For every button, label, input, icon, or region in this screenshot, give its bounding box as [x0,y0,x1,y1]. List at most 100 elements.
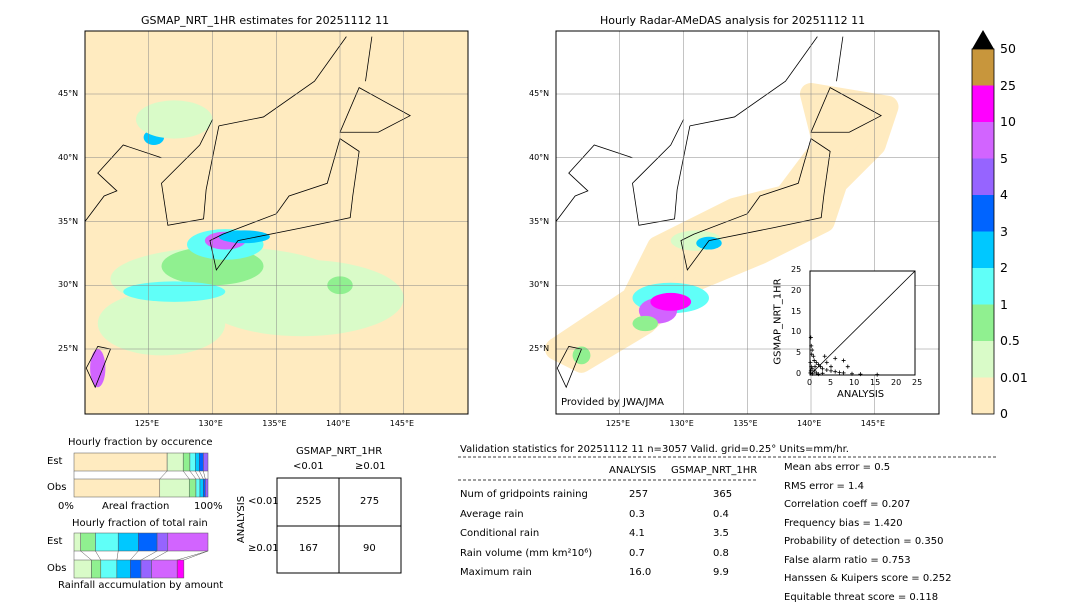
scatter-point [813,364,818,369]
fraction-segment [138,532,158,552]
fraction-connector [116,550,119,561]
scatter-point [814,360,819,365]
scatter-point [820,366,825,371]
lat-tick-label: 25°N [529,344,550,353]
left-map-title: GSMAP_NRT_1HR estimates for 20251112 11 [141,14,390,27]
fraction-connector [177,550,209,561]
fraction-connector [203,470,206,480]
colorbar-segment [972,122,994,159]
bar-xlabel: Rainfall accumulation by amount [58,580,224,591]
table-row-label: ANALYSIS [236,495,248,544]
colorbar-label: 25 [1000,77,1016,93]
fraction-connector [183,550,209,561]
scatter-y-tick: 20 [791,285,802,295]
fraction-connector [95,550,102,561]
stats-header: Validation statistics for 20251112 11 n=… [460,444,849,455]
stats-row-label: Num of gridpoints raining [460,489,588,500]
scatter-point [811,354,816,359]
lon-tick-label: 135°E [733,419,758,428]
colorbar-label: 0 [1000,406,1008,421]
table-cell: 167 [299,543,319,554]
colorbar-label: 1 [1000,296,1008,312]
scatter-point [812,358,817,363]
scatter-point [875,372,880,377]
fraction-segment [140,559,152,579]
scatter-point [850,371,854,376]
fraction-segment [199,478,204,498]
colorbar-label: 10 [1000,114,1016,129]
left-map-frame [84,30,469,415]
fraction-segment [156,532,169,552]
coastline [84,36,411,389]
score-line: Correlation coeff = 0.207 [784,499,911,510]
fraction-segment [195,478,201,498]
score-line: False alarm ratio = 0.753 [784,554,911,566]
scatter-y-tick: 0 [796,369,802,378]
lat-tick-label: 35°N [58,216,79,226]
scatter-point [808,370,813,375]
score-line: Frequency bias = 1.420 [784,517,903,529]
table-col-header: <0.01 [293,461,324,472]
scatter-point [808,368,813,373]
fraction-segment [73,559,92,579]
scatter-point [812,368,817,373]
stats-analysis-value: 0.7 [629,547,645,559]
scatter-point [808,335,813,340]
lat-tick-label: 45°N [529,89,550,98]
scatter-point [820,371,825,376]
colorbar-segment [972,377,994,414]
bar-row-label: Obs [47,482,67,493]
scatter-point [824,368,829,373]
stats-col-header: ANALYSIS [609,465,657,476]
fraction-segment [182,452,191,472]
fraction-connector [151,550,168,561]
colorbar-label: 2 [1000,260,1008,275]
fraction-segment [117,532,139,552]
fraction-connector [140,550,158,561]
scatter-point [810,371,815,376]
scatter-point [822,354,827,359]
colorbar-label: 4 [1000,187,1008,202]
scatter-x-tick: 10 [849,378,860,387]
scatter-point [829,364,833,369]
fraction-connector [130,550,139,561]
coastline [555,36,882,389]
rain-area [123,281,226,302]
stats-gsmap-value: 3.5 [713,528,729,539]
scatter-point [837,370,842,375]
table-cell: 2525 [296,496,322,507]
scatter-point [808,360,813,365]
colorbar-segment [972,341,994,378]
fraction-segment [80,532,96,552]
bar-row-label: Est [47,456,63,467]
fraction-segment [73,532,81,552]
fraction-connector [199,470,204,480]
x-tick-0pct: 0% [58,501,74,512]
bar-row-label: Obs [47,563,67,574]
scatter-xlabel: ANALYSIS [837,389,885,400]
lon-tick-label: 145°E [389,419,415,428]
credit-text: Provided by JWA/JMA [561,397,664,408]
rain-area [218,230,270,244]
lat-tick-label: 30°N [529,280,550,290]
scatter-point [845,364,850,369]
stats-row-label: Maximum rain [460,567,532,578]
bar-title: Hourly fraction by occurence [68,437,213,448]
fraction-segment [203,452,209,472]
score-line: Mean abs error = 0.5 [784,462,891,473]
fraction-segment [167,532,209,552]
lon-tick-label: 135°E [262,419,287,428]
scatter-x-tick: 0 [807,378,813,387]
colorbar-segment [972,231,994,268]
stats-row-label: Conditional rain [460,528,540,539]
table-title: GSMAP_NRT_1HR [296,446,383,457]
fraction-segment [199,452,204,472]
colorbar-segment [972,85,994,122]
fraction-segment [195,452,200,472]
table-cell: 90 [363,543,376,554]
stats-gsmap-value: 9.9 [713,567,729,578]
colorbar-frame [971,48,995,415]
rain-area [97,291,226,356]
fraction-segment [205,478,209,498]
